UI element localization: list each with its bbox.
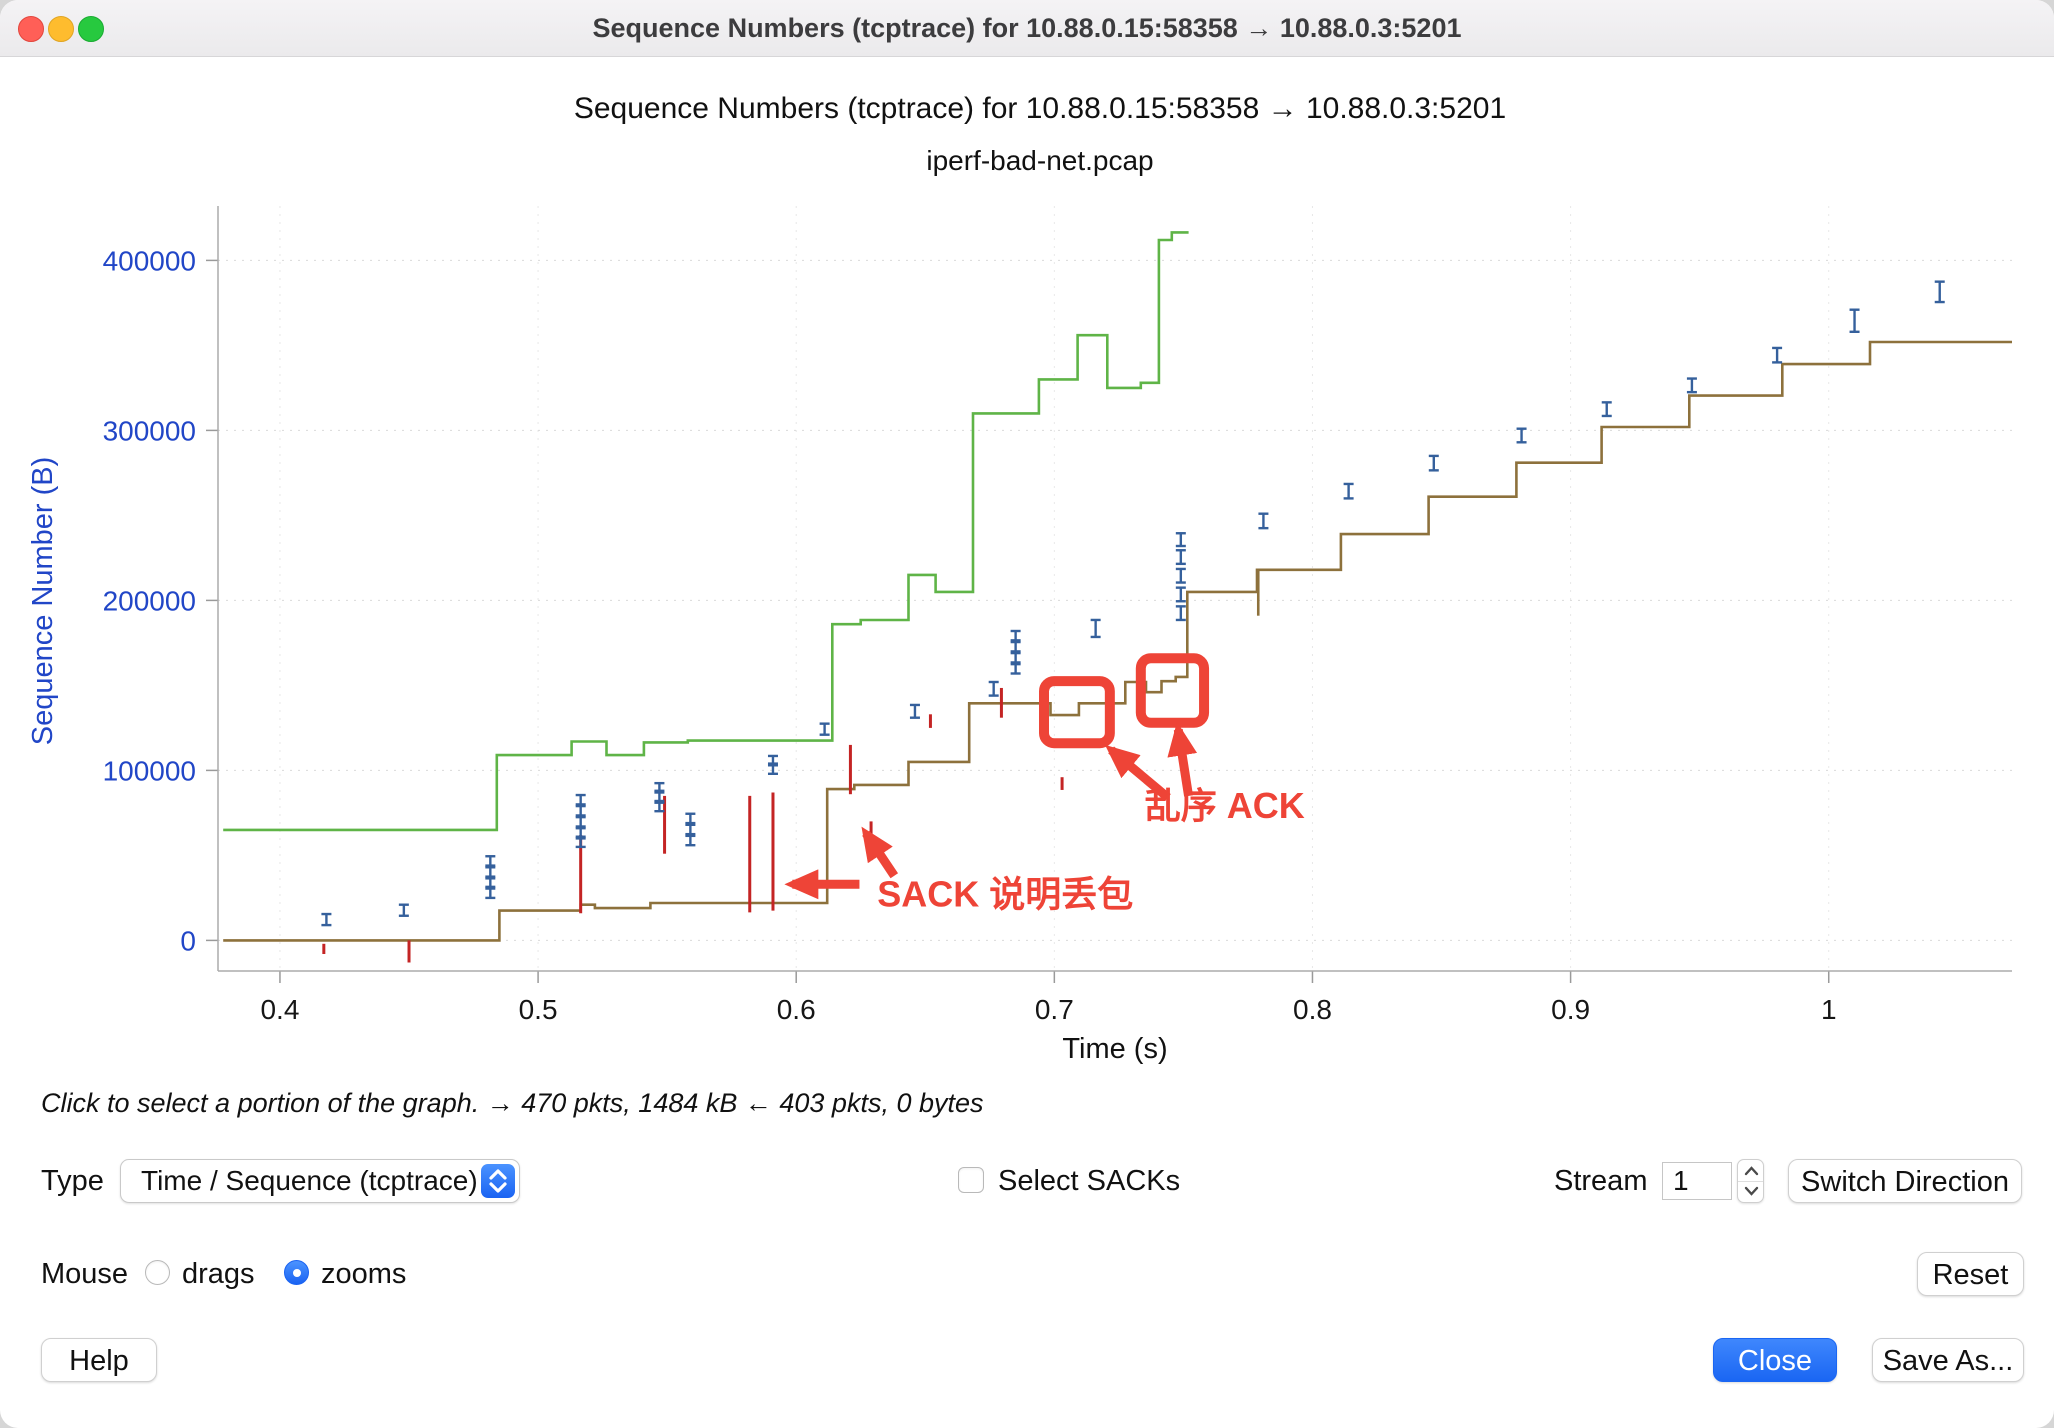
svg-text:0.6: 0.6 [777,994,816,1025]
stream-stepper-up-button[interactable] [1738,1160,1763,1181]
save-as-button[interactable]: Save As... [1872,1338,2024,1382]
mouse-label: Mouse [41,1258,129,1290]
reset-button[interactable]: Reset [1917,1252,2024,1296]
controls-row: Type Time / Sequence (tcptrace) Select S… [0,1158,2054,1204]
graph-type-dropdown[interactable]: Time / Sequence (tcptrace) [120,1159,520,1203]
graph-type-value: Time / Sequence (tcptrace) [141,1165,478,1196]
traffic-light-minimize-button[interactable] [48,16,74,42]
mouse-row: Mouse drags zooms Reset [0,1250,2054,1296]
annotation-arrow [1104,744,1171,802]
mouse-zooms-radio[interactable] [284,1260,309,1285]
y-axis-label: Sequence Number (B) [27,457,59,746]
series-lines [223,231,2012,942]
ack-line [223,340,2012,942]
type-label: Type [41,1165,104,1197]
stream-stepper [1737,1159,1764,1203]
svg-text:0.4: 0.4 [260,994,299,1025]
annotation-arrow [1167,721,1198,797]
annotation-label: SACK 说明丢包 [877,873,1133,914]
stream-stepper-down-button[interactable] [1738,1181,1763,1202]
annotation-arrow [861,826,899,879]
svg-text:200000: 200000 [103,585,196,616]
help-button[interactable]: Help [41,1338,157,1382]
select-sacks-checkbox[interactable] [958,1167,984,1193]
x-axis-label: Time (s) [1062,1033,1167,1065]
annotation-box [1039,676,1115,749]
window-title: Sequence Numbers (tcptrace) for 10.88.0.… [592,13,1462,43]
receive-window-line [223,231,1189,832]
svg-text:400000: 400000 [103,245,196,276]
tcptrace-graph[interactable]: 0.4 0.5 0.6 0.7 0.8 0.9 1 0 100000 200000 300000 40… [0,56,2054,1066]
traffic-light-close-button[interactable] [18,16,44,42]
chart-subtitle: iperf-bad-net.pcap [926,145,1153,176]
svg-text:0.9: 0.9 [1551,994,1590,1025]
axes-and-ticks: 0.4 0.5 0.6 0.7 0.8 0.9 1 0 100000 200000 300000 40… [103,206,2012,1025]
mouse-drags-label: drags [182,1258,255,1290]
packet-marks [321,280,1945,963]
svg-text:0: 0 [180,925,196,956]
mouse-zooms-label: zooms [321,1258,407,1290]
stream-input[interactable]: 1 [1662,1162,1732,1200]
svg-text:0.7: 0.7 [1035,994,1074,1025]
titlebar: Sequence Numbers (tcptrace) for 10.88.0.… [0,0,2054,57]
status-hint: Click to select a portion of the graph. … [41,1088,984,1118]
mouse-drags-radio[interactable] [145,1260,170,1285]
annotation-label: 乱序 ACK [1145,785,1305,826]
bottom-buttons-row: Help Close Save As... [0,1338,2054,1384]
select-sacks-label: Select SACKs [998,1165,1181,1197]
svg-text:300000: 300000 [103,415,196,446]
stream-label: Stream [1554,1165,1648,1197]
svg-text:0.8: 0.8 [1293,994,1332,1025]
switch-direction-button[interactable]: Switch Direction [1788,1159,2022,1203]
close-button[interactable]: Close [1713,1338,1837,1382]
svg-text:1: 1 [1821,994,1837,1025]
popup-chevrons-icon [481,1164,515,1198]
annotation-overlay: 乱序 ACK SACK 说明丢包 [784,653,1305,914]
traffic-light-zoom-button[interactable] [78,16,104,42]
svg-text:100000: 100000 [103,755,196,786]
chart-title: Sequence Numbers (tcptrace) for 10.88.0.… [574,92,1506,125]
svg-text:0.5: 0.5 [519,994,558,1025]
